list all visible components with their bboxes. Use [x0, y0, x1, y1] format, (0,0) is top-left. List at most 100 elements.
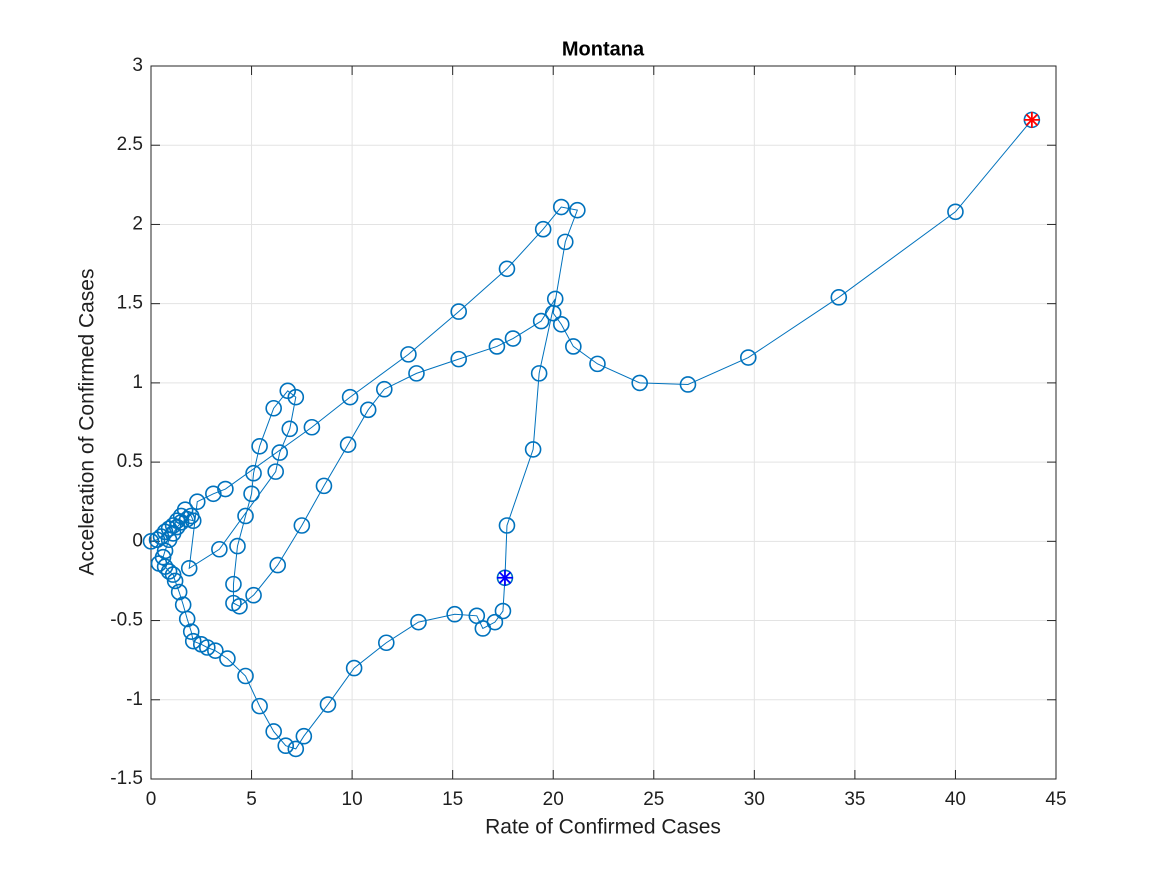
- point: [589, 355, 606, 373]
- point: [408, 365, 425, 382]
- point: [556, 233, 574, 251]
- point: [142, 533, 160, 550]
- point: [339, 436, 357, 453]
- point: [180, 559, 198, 577]
- y-tick-label: 1: [132, 372, 143, 393]
- point: [184, 512, 202, 530]
- point: [450, 303, 468, 320]
- point: [530, 365, 548, 382]
- x-tick-label: 20: [543, 789, 564, 810]
- point: [237, 507, 254, 525]
- series-line: [150, 119, 1033, 750]
- point: [269, 556, 287, 574]
- point: [345, 659, 363, 677]
- point: [410, 613, 427, 631]
- point: [277, 737, 295, 755]
- y-tick-label: -1.5: [110, 768, 143, 789]
- point: [178, 610, 196, 628]
- point: [267, 463, 284, 480]
- point: [295, 727, 313, 745]
- y-axis-label: Acceleration of Confirmed Cases: [76, 269, 99, 576]
- point: [565, 338, 582, 355]
- x-tick-label: 40: [945, 789, 966, 810]
- point: [265, 399, 282, 417]
- point: [170, 583, 188, 601]
- point: [184, 632, 202, 650]
- point: [251, 697, 268, 715]
- point: [207, 642, 224, 659]
- x-tick-label: 0: [146, 789, 157, 810]
- point: [225, 594, 242, 612]
- point: [219, 650, 236, 667]
- point: [166, 572, 184, 590]
- point: [188, 493, 206, 511]
- point: [341, 388, 359, 406]
- point: [739, 349, 757, 366]
- point: [679, 376, 697, 393]
- x-tick-label: 45: [1045, 789, 1066, 810]
- point: [271, 444, 289, 461]
- point: [552, 198, 570, 216]
- point: [217, 480, 234, 498]
- point: [229, 537, 246, 555]
- point: [486, 613, 504, 631]
- point: [498, 517, 516, 534]
- point: [375, 380, 393, 398]
- point: [303, 418, 321, 436]
- point: [494, 602, 512, 620]
- point: [532, 312, 550, 330]
- point: [225, 575, 242, 593]
- point: [172, 514, 190, 531]
- point: [569, 201, 586, 219]
- point: [265, 723, 282, 740]
- point: [947, 203, 964, 221]
- point: [199, 639, 216, 656]
- point: [377, 634, 395, 652]
- point: [319, 696, 337, 713]
- point: [534, 220, 552, 238]
- point: [164, 566, 182, 583]
- point: [830, 289, 848, 306]
- point: [359, 401, 377, 419]
- point: [552, 315, 570, 333]
- point: [160, 531, 178, 549]
- y-tick-label: -0.5: [110, 610, 143, 631]
- star-stroke: [498, 571, 512, 585]
- y-tick-label: 2.5: [117, 134, 143, 155]
- point: [504, 330, 522, 347]
- point: [245, 464, 262, 482]
- x-tick-label: 25: [643, 789, 664, 810]
- point: [400, 346, 417, 363]
- point: [211, 540, 228, 558]
- plot-box: [150, 65, 1057, 780]
- y-tick-label: 3: [132, 55, 143, 76]
- point: [245, 586, 262, 604]
- y-tick-label: 2: [132, 213, 143, 234]
- point: [287, 740, 305, 758]
- x-tick-label: 30: [744, 789, 765, 810]
- point: [176, 501, 194, 518]
- y-tick-label: 1.5: [117, 293, 143, 314]
- y-tick-label: -1: [126, 689, 143, 710]
- point: [251, 437, 268, 455]
- point: [315, 477, 333, 495]
- x-axis-label: Rate of Confirmed Cases: [485, 816, 721, 839]
- point: [281, 420, 299, 438]
- highlight-star: [496, 569, 513, 586]
- star-stroke: [1025, 113, 1039, 127]
- point: [446, 605, 463, 623]
- point: [450, 350, 468, 368]
- x-tick-label: 5: [246, 789, 257, 810]
- point: [160, 563, 178, 580]
- point: [631, 374, 649, 392]
- point: [544, 304, 562, 322]
- point: [237, 667, 254, 685]
- x-tick-label: 15: [442, 789, 463, 810]
- x-tick-label: 35: [844, 789, 865, 810]
- point: [488, 338, 506, 355]
- y-tick-label: 0: [132, 530, 143, 551]
- chart-title: Montana: [562, 38, 645, 60]
- point: [182, 623, 200, 640]
